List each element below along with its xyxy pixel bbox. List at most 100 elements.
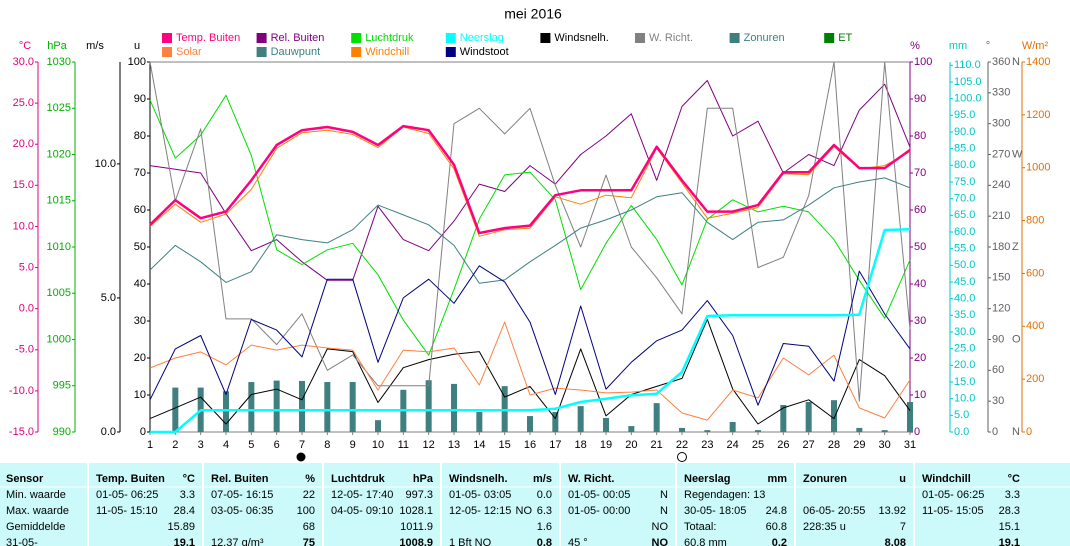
- x-tick-label: 15: [499, 439, 511, 451]
- tick-label: 0.0: [954, 426, 969, 438]
- bar: [577, 406, 584, 432]
- legend-label: Dauwpunt: [271, 46, 321, 58]
- legend-label: Zonuren: [744, 32, 785, 44]
- legend-swatch: [351, 33, 362, 43]
- bar: [273, 380, 280, 432]
- tick-label: 80.0: [954, 159, 975, 171]
- bar: [375, 420, 381, 432]
- table-cell-value: 22: [303, 489, 315, 501]
- tick-label: 70.0: [954, 193, 975, 205]
- tick-label: 5.0: [19, 261, 34, 273]
- tick-label: 60: [992, 364, 1004, 376]
- tick-label: 210: [992, 210, 1010, 222]
- table-cell-label: 11-05- 15:05: [922, 505, 984, 517]
- tick-label: 30: [992, 395, 1004, 407]
- x-tick-label: 16: [524, 439, 536, 451]
- tick-label: 100: [128, 56, 146, 68]
- tick-label: 5.0: [101, 292, 116, 304]
- bar: [451, 383, 457, 432]
- table-cell-label: 31-05-: [6, 537, 38, 546]
- table-cell-label: Zonuren: [803, 473, 847, 485]
- x-tick-label: 25: [752, 439, 764, 451]
- table-cell-label: 12-05- 12:15: [449, 505, 511, 517]
- table-cell-value: N: [660, 505, 668, 517]
- table-cell-value: 68: [303, 521, 315, 533]
- tick-label: 30: [134, 315, 146, 327]
- table-cell-value: hPa: [413, 473, 434, 485]
- table-cell-value: 6.3: [537, 505, 552, 517]
- tick-label: 60: [914, 204, 926, 216]
- axis-unit: m/s: [86, 40, 104, 52]
- bar: [755, 430, 761, 432]
- table-cell-value: 15.89: [167, 521, 195, 533]
- table-cell-label: Windchill: [922, 473, 971, 485]
- tick-label: 100: [914, 56, 932, 68]
- table-cell-label: 12.37 g/m³: [211, 537, 264, 546]
- tick-label: 45.0: [954, 276, 975, 288]
- table-cell-label: 1 Bft NO: [449, 537, 492, 546]
- tick-label: 1015: [47, 195, 71, 207]
- axis-unit: %: [910, 40, 920, 52]
- tick-label: 0.0: [101, 426, 116, 438]
- legend-swatch: [256, 47, 267, 57]
- table-cell-value: 28.4: [174, 505, 195, 517]
- x-tick-label: 18: [575, 439, 587, 451]
- bar: [476, 412, 483, 432]
- x-tick-label: 29: [853, 439, 865, 451]
- tick-label: 270: [992, 148, 1010, 160]
- table-cell-label: Gemiddelde: [6, 521, 65, 533]
- bar: [704, 430, 711, 432]
- table-cell-label: 01-05- 00:00: [568, 505, 630, 517]
- tick-label: 300: [992, 118, 1010, 130]
- tick-label: 65.0: [954, 209, 975, 221]
- tick-label: 95.0: [954, 109, 975, 121]
- table-cell-value: 19.1: [174, 537, 195, 546]
- table-cell-value: 15.1: [999, 521, 1020, 533]
- tick-label: 20.0: [954, 359, 975, 371]
- x-tick-label: 17: [549, 439, 561, 451]
- x-tick-label: 28: [828, 439, 840, 451]
- tick-label: 50: [914, 241, 926, 253]
- bar: [679, 427, 685, 432]
- series-line: [149, 177, 911, 284]
- tick-label: 80: [914, 130, 926, 142]
- table-cell-value: 3.3: [180, 489, 195, 501]
- x-tick-label: 1: [147, 439, 153, 451]
- tick-label: 1025: [47, 102, 71, 114]
- tick-label: 600: [1026, 267, 1044, 279]
- tick-label: 330: [992, 87, 1010, 99]
- legend-label: Neerslag: [460, 32, 504, 44]
- table-cell-label: Neerslag: [684, 473, 730, 485]
- tick-label: 180: [992, 241, 1010, 253]
- table-cell-value: 60.8: [766, 521, 787, 533]
- legend-label: Windstoot: [460, 46, 509, 58]
- legend-label: W. Richt.: [649, 32, 693, 44]
- table-cell-label: 01-05- 03:05: [449, 489, 511, 501]
- legend-swatch: [635, 33, 645, 43]
- x-tick-label: 6: [274, 439, 280, 451]
- table-cell-label: 45 °: [568, 537, 588, 546]
- x-tick-label: 9: [350, 439, 356, 451]
- table-cell-value: 997.3: [405, 489, 433, 501]
- legend-label: Solar: [176, 46, 202, 58]
- table-cell-value: m/s: [533, 473, 552, 485]
- table-cell-label: 30-05- 18:05: [684, 505, 746, 517]
- tick-label: 990: [53, 426, 71, 438]
- table-cell-value: 7: [900, 521, 906, 533]
- table-cell-value: 0.2: [772, 537, 787, 546]
- x-tick-label: 10: [372, 439, 384, 451]
- table-cell-value: 28.3: [999, 505, 1020, 517]
- table-cell-value: 3.3: [1005, 489, 1020, 501]
- x-tick-label: 11: [398, 439, 409, 451]
- tick-label: 1400: [1026, 56, 1050, 68]
- table-cell-label: Min. waarde: [6, 489, 66, 501]
- x-tick-label: 31: [904, 439, 916, 451]
- tick-label: -10.0: [9, 385, 34, 397]
- table-cell-label: 01-05- 06:25: [96, 489, 158, 501]
- bar: [299, 380, 305, 432]
- series-line: [149, 124, 911, 235]
- legend-swatch: [729, 33, 740, 43]
- tick-label: 90: [914, 93, 926, 105]
- bar: [223, 391, 229, 432]
